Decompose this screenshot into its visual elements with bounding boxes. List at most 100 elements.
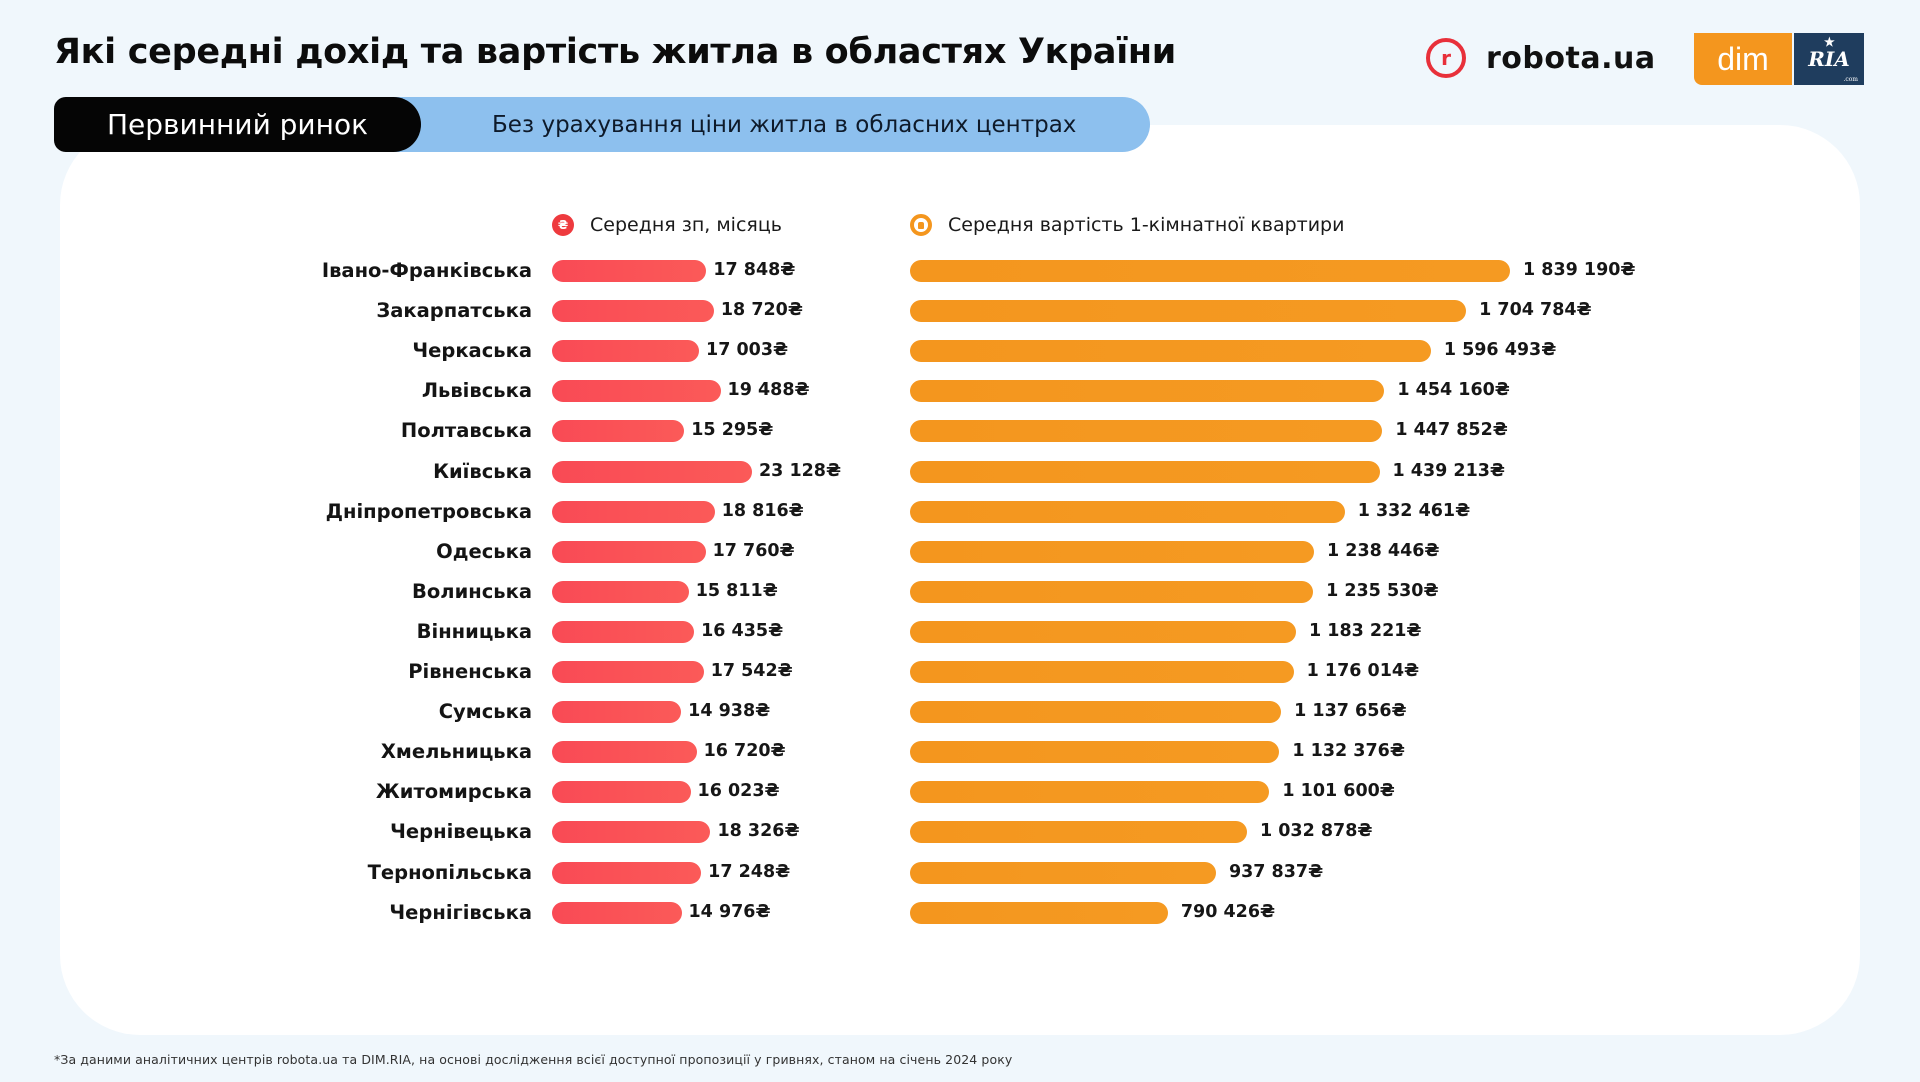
- salary-bar: [552, 661, 704, 683]
- flat-price-value-label: 1 332 461₴: [1357, 500, 1471, 521]
- region-label: Івано-Франківська: [321, 259, 532, 282]
- salary-value-label: 15 295₴: [691, 420, 774, 441]
- flat-price-value-label: 790 426₴: [1180, 901, 1276, 922]
- flat-price-value-label: 1 137 656₴: [1294, 701, 1407, 722]
- tab-without-regional-centers[interactable]: Без урахування ціни житла в обласних цен…: [394, 97, 1150, 152]
- region-label: Закарпатська: [376, 299, 532, 323]
- flat-price-bar: [910, 701, 1282, 724]
- hryvnia-coin-icon: ₴: [552, 214, 574, 236]
- region-label: Сумська: [438, 700, 532, 724]
- flat-price-bar: [910, 861, 1216, 884]
- flat-price-value-label: 1 101 600₴: [1282, 781, 1395, 802]
- salary-bar: [552, 781, 691, 804]
- legend-flat-label: Середня вартість 1-кімнатної квартири: [948, 214, 1345, 236]
- flat-price-value-label: 937 837₴: [1228, 861, 1324, 882]
- region-label: Тернопільська: [367, 860, 532, 884]
- region-label: Чернівецька: [390, 820, 532, 844]
- salary-value-label: 18 720₴: [720, 300, 803, 321]
- region-label: Хмельницька: [380, 740, 532, 764]
- flat-price-bar: [910, 781, 1270, 804]
- flat-price-value-label: 1 235 530₴: [1326, 580, 1439, 601]
- flat-price-bar: [910, 460, 1380, 483]
- salary-bar: [552, 821, 711, 844]
- ria-text: RIA: [1808, 47, 1850, 71]
- flat-price-value-label: 1 176 014₴: [1306, 661, 1420, 681]
- footnote: *За даними аналітичних центрів robota.ua…: [54, 1052, 1013, 1067]
- salary-bar: [552, 741, 697, 764]
- flat-price-bar: [910, 420, 1383, 443]
- robota-mark-icon: r: [1426, 38, 1466, 78]
- ria-suffix: .com: [1843, 76, 1858, 83]
- region-label: Волинська: [412, 579, 532, 603]
- salary-value-label: 18 326₴: [717, 821, 800, 842]
- flat-price-value-label: 1 238 446₴: [1327, 540, 1440, 561]
- flat-price-value-label: 1 454 160₴: [1397, 380, 1510, 401]
- salary-value-label: 16 720₴: [703, 741, 786, 762]
- region-label: Чернігівська: [389, 900, 532, 924]
- flat-price-bar: [910, 620, 1296, 643]
- salary-bar: [552, 260, 707, 282]
- salary-value-label: 14 938₴: [688, 701, 771, 722]
- legend-salary-label: Середня зп, місяць: [590, 214, 782, 236]
- flat-price-bar: [910, 380, 1385, 403]
- flat-price-bar: [910, 821, 1247, 844]
- flat-price-bar: [910, 260, 1510, 282]
- flat-price-bar: [910, 741, 1280, 764]
- salary-bar: [552, 500, 715, 523]
- region-label: Київська: [433, 459, 532, 483]
- salary-value-label: 23 128₴: [759, 460, 842, 481]
- dim-wordmark: dim: [1694, 33, 1792, 85]
- salary-bar: [552, 701, 682, 724]
- tab-primary-market[interactable]: Первинний ринок: [54, 97, 421, 152]
- region-label: Львівська: [421, 379, 532, 403]
- legend-flat-price: Середня вартість 1-кімнатної квартири: [910, 214, 1344, 236]
- flat-price-bar: [910, 300, 1467, 323]
- region-label: Рівненська: [408, 660, 532, 683]
- salary-bar: [552, 380, 721, 403]
- salary-value-label: 16 023₴: [697, 781, 780, 802]
- salary-bar: [552, 540, 706, 563]
- salary-value-label: 14 976₴: [688, 901, 771, 922]
- flat-price-value-label: 1 704 784₴: [1479, 300, 1592, 321]
- page-title: Які середні дохід та вартість житла в об…: [54, 32, 1177, 72]
- flat-price-value-label: 1 032 878₴: [1259, 821, 1373, 842]
- salary-bar: [552, 901, 682, 924]
- flat-price-bar: [910, 500, 1345, 523]
- salary-value-label: 19 488₴: [727, 380, 810, 401]
- house-icon: [910, 214, 932, 236]
- salary-value-label: 17 248₴: [708, 861, 791, 882]
- salary-bar: [552, 420, 685, 443]
- legend-salary: ₴ Середня зп, місяць: [552, 214, 782, 236]
- flat-price-bar: [910, 661, 1294, 683]
- ria-wordmark: ★ RIA .com: [1794, 33, 1864, 85]
- salary-value-label: 15 811₴: [695, 580, 778, 601]
- region-label: Дніпропетровська: [325, 499, 532, 523]
- dim-ria-logo: dim ★ RIA .com: [1694, 33, 1864, 85]
- salary-value-label: 17 003₴: [706, 340, 789, 361]
- salary-bar: [552, 340, 700, 363]
- flat-price-value-label: 1 839 190₴: [1523, 260, 1636, 280]
- flat-price-bar: [910, 340, 1431, 363]
- flat-price-value-label: 1 596 493₴: [1443, 340, 1557, 361]
- salary-bar: [552, 580, 689, 603]
- salary-value-label: 18 816₴: [721, 500, 804, 521]
- region-label: Одеська: [436, 539, 532, 563]
- salary-bar: [552, 300, 714, 323]
- region-label: Вінницька: [416, 619, 532, 643]
- salary-value-label: 16 435₴: [701, 620, 784, 641]
- flat-price-value-label: 1 447 852₴: [1395, 420, 1508, 441]
- salary-value-label: 17 542₴: [710, 661, 793, 681]
- star-icon: ★: [1824, 35, 1835, 49]
- salary-bar: [552, 861, 702, 884]
- flat-price-value-label: 1 183 221₴: [1309, 620, 1422, 641]
- salary-bar: [552, 460, 752, 483]
- salary-value-label: 17 760₴: [712, 540, 795, 561]
- flat-price-bar: [910, 901, 1168, 924]
- robota-logo: r robota.ua: [1426, 38, 1656, 78]
- salary-bar: [552, 620, 695, 643]
- salary-value-label: 17 848₴: [713, 260, 796, 280]
- flat-price-value-label: 1 132 376₴: [1292, 741, 1405, 762]
- region-label: Черкаська: [412, 339, 532, 363]
- robota-wordmark: robota.ua: [1486, 40, 1656, 76]
